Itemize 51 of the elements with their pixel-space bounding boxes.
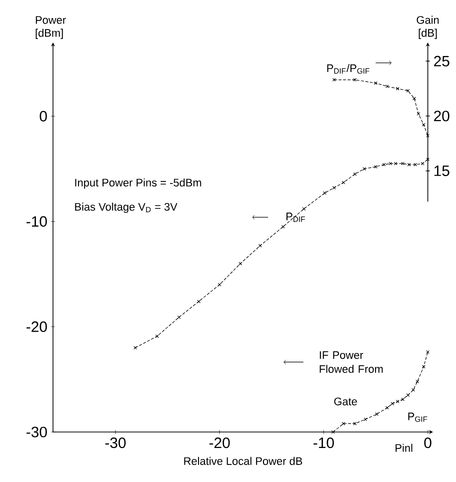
point <box>406 393 410 397</box>
annotation: Gate <box>334 398 357 406</box>
point <box>375 412 378 416</box>
x-tick-label: -20 <box>209 438 230 448</box>
text: Pinl <box>396 444 412 452</box>
point <box>414 162 418 166</box>
point <box>353 78 357 82</box>
point <box>342 422 346 426</box>
x-axis-title: Relative Local Power dB <box>184 456 302 465</box>
point <box>412 96 416 100</box>
y2-tick-label: 25 <box>434 56 450 66</box>
x-tick-label: -10 <box>314 438 334 448</box>
point <box>385 84 389 88</box>
point <box>416 112 420 116</box>
point <box>332 186 336 190</box>
point <box>155 334 159 338</box>
series-label: P$_{GIF}$ <box>408 412 428 422</box>
point <box>332 78 336 82</box>
point <box>401 162 405 166</box>
y-tick-label: 0 <box>40 110 47 122</box>
point <box>422 365 426 368</box>
point <box>374 81 378 85</box>
point <box>331 430 335 434</box>
point <box>412 388 415 392</box>
point <box>406 89 410 92</box>
annotation: IF Power Flowed From <box>320 351 383 373</box>
point <box>281 225 285 228</box>
point <box>426 134 430 138</box>
point <box>422 123 426 126</box>
y-axis-title: Power [dBm] <box>36 16 66 39</box>
x-tick-label: -30 <box>105 438 126 448</box>
point <box>323 191 326 195</box>
point <box>197 300 200 304</box>
x-tick-label: 0 <box>424 438 432 448</box>
annotation: Bias Voltage V$_{D}$ = 3V <box>75 202 178 213</box>
series-label: P$_{DIF}$/P$_{GIF}$ <box>327 64 370 74</box>
y-tick-label: -30 <box>26 426 47 438</box>
y2-tick-label: 15 <box>434 166 450 176</box>
point <box>426 350 430 354</box>
annotation: Input Power Pins = -5dBm <box>75 178 202 189</box>
point <box>416 380 420 384</box>
y2-axis-title: Gain [dB] <box>416 16 439 39</box>
legend-label: P$_{DIF}$ <box>286 212 305 222</box>
point <box>177 316 181 319</box>
y2-tick-label: 20 <box>434 110 450 122</box>
point <box>407 162 411 166</box>
point <box>401 398 405 402</box>
point <box>396 400 400 404</box>
y-tick-label: -20 <box>26 321 47 332</box>
point <box>302 207 306 211</box>
y-tick-label: -10 <box>26 216 47 227</box>
